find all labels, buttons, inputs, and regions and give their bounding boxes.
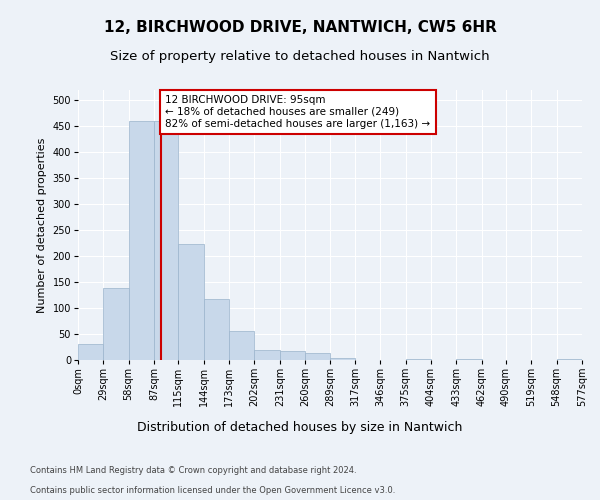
Bar — [254, 350, 280, 360]
Bar — [128, 121, 154, 360]
Text: Distribution of detached houses by size in Nantwich: Distribution of detached houses by size … — [137, 421, 463, 434]
Bar — [456, 359, 482, 360]
Bar — [406, 359, 431, 360]
Bar — [229, 332, 254, 360]
Bar — [557, 359, 582, 360]
Bar — [331, 358, 355, 360]
Y-axis label: Number of detached properties: Number of detached properties — [37, 138, 47, 312]
Bar — [103, 288, 128, 360]
Bar — [154, 121, 178, 360]
Bar — [204, 298, 229, 360]
Text: Size of property relative to detached houses in Nantwich: Size of property relative to detached ho… — [110, 50, 490, 63]
Bar — [305, 353, 331, 360]
Text: Contains public sector information licensed under the Open Government Licence v3: Contains public sector information licen… — [30, 486, 395, 495]
Text: Contains HM Land Registry data © Crown copyright and database right 2024.: Contains HM Land Registry data © Crown c… — [30, 466, 356, 475]
Bar — [78, 344, 103, 360]
Text: 12, BIRCHWOOD DRIVE, NANTWICH, CW5 6HR: 12, BIRCHWOOD DRIVE, NANTWICH, CW5 6HR — [104, 20, 496, 35]
Text: 12 BIRCHWOOD DRIVE: 95sqm
← 18% of detached houses are smaller (249)
82% of semi: 12 BIRCHWOOD DRIVE: 95sqm ← 18% of detac… — [166, 96, 430, 128]
Bar — [280, 351, 305, 360]
Bar — [178, 244, 204, 360]
